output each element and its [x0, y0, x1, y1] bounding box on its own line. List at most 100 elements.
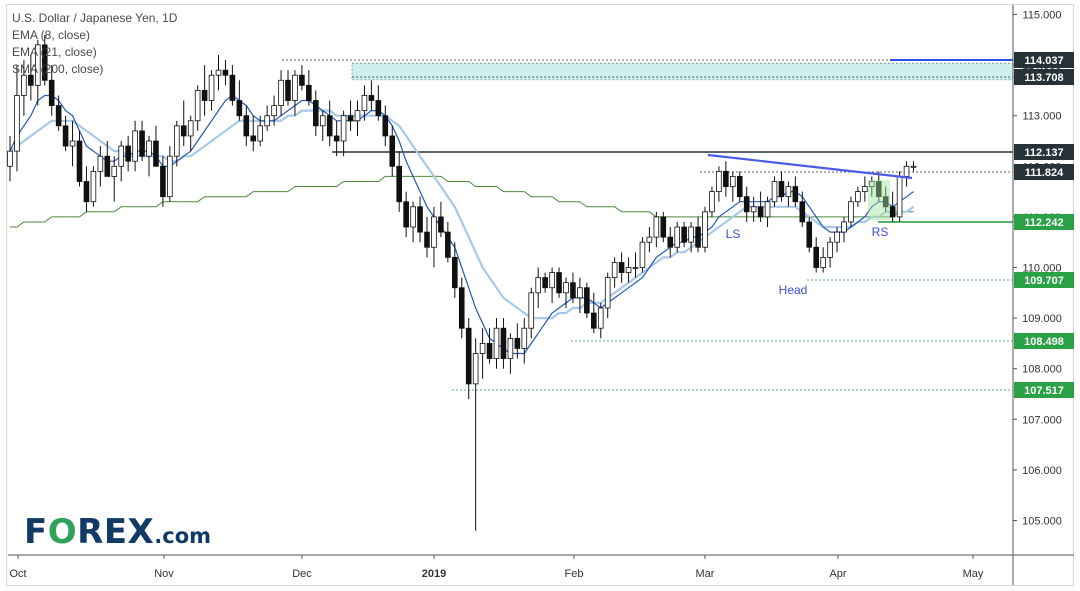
candle	[556, 267, 562, 298]
candle	[674, 221, 680, 253]
candle-bull	[834, 231, 840, 243]
logo-o-glyph: O	[47, 512, 78, 552]
candle-bear	[375, 100, 382, 117]
candle	[535, 267, 541, 308]
candle-bear	[660, 216, 667, 238]
candle-bull	[507, 337, 514, 359]
x-tick-label: Apr	[829, 568, 846, 580]
y-tick-label: 106.000	[1022, 465, 1062, 477]
candle-bull	[208, 74, 215, 101]
candle-bear	[83, 181, 90, 203]
candle-bear	[236, 100, 243, 117]
legend-sma200: SMA (200, close)	[12, 62, 104, 76]
candle	[76, 130, 83, 187]
candle-bull	[431, 216, 437, 248]
candle	[750, 196, 757, 222]
candle-bull	[709, 191, 715, 213]
candle-bull	[910, 165, 917, 168]
candle	[646, 227, 653, 253]
logo-text: FOREX	[24, 512, 155, 552]
candle	[848, 196, 854, 228]
candle-bear	[48, 79, 55, 106]
candle	[723, 161, 729, 197]
candle-bull	[896, 176, 903, 218]
candle	[194, 85, 201, 131]
candle	[820, 247, 826, 273]
candle	[869, 176, 875, 197]
candle-bear	[299, 74, 305, 86]
candle	[875, 171, 882, 202]
x-tick-label: Oct	[9, 568, 26, 580]
axes: 115.000114.000113.000112.000111.000110.0…	[8, 5, 1074, 585]
price-label-box	[1014, 164, 1074, 180]
candle-bear	[76, 140, 83, 182]
candle	[97, 146, 104, 187]
candle	[653, 211, 660, 248]
candle-bull	[340, 115, 347, 142]
candle	[173, 120, 180, 167]
candle	[730, 171, 736, 202]
candle-bull	[653, 216, 660, 238]
candle-bull	[625, 267, 632, 273]
candle-bear	[792, 186, 799, 203]
candle	[264, 105, 270, 131]
candle-bear	[875, 181, 882, 198]
candle	[702, 206, 708, 253]
candle	[591, 292, 597, 334]
candle-bear	[139, 130, 145, 157]
candle-bear	[229, 74, 236, 101]
candle-bear	[743, 196, 750, 213]
candle	[361, 85, 368, 121]
candle-bear	[180, 125, 187, 137]
candle	[764, 196, 771, 228]
candle-bear	[389, 135, 396, 167]
candle-bear	[347, 115, 354, 122]
candle-bull	[354, 110, 361, 122]
candle	[514, 323, 521, 359]
candle	[625, 257, 632, 283]
candle	[438, 201, 444, 238]
candle-bear	[889, 206, 896, 218]
candle-bull	[292, 74, 298, 101]
candle-bear	[736, 176, 743, 198]
price-label: 111.824	[1025, 167, 1064, 179]
candle	[104, 141, 111, 177]
candle-bull	[472, 353, 479, 385]
candle	[743, 186, 750, 222]
candle	[903, 161, 910, 187]
candle	[125, 135, 131, 172]
candle	[834, 227, 840, 253]
candle	[716, 166, 722, 202]
candle-bull	[90, 170, 97, 203]
candle-bull	[278, 79, 284, 106]
candle	[48, 65, 55, 116]
candle	[688, 221, 694, 253]
candle	[187, 115, 194, 152]
candle	[681, 221, 687, 248]
candle-bear	[396, 165, 402, 203]
candle-bull	[862, 186, 868, 192]
candle	[111, 156, 118, 202]
candle-bear	[306, 84, 312, 101]
candle	[306, 70, 312, 106]
candle-bull	[702, 211, 708, 248]
price-label-box	[1014, 214, 1074, 230]
candle	[41, 34, 48, 86]
candle-bull	[730, 176, 736, 187]
candle-bull	[785, 186, 792, 198]
forex-logo: FOREX.com	[24, 512, 211, 552]
candle	[368, 80, 375, 111]
y-tick-label: 115.000	[1023, 10, 1062, 22]
candle	[55, 95, 62, 131]
candle-bull	[771, 181, 778, 203]
candle	[375, 85, 382, 121]
candle	[855, 186, 861, 207]
candle	[222, 60, 229, 86]
candle	[771, 176, 778, 207]
candle-bull	[611, 262, 618, 279]
candle	[910, 161, 917, 172]
candle-bull	[841, 221, 847, 233]
candle	[736, 171, 743, 202]
candle-bear	[153, 140, 159, 167]
